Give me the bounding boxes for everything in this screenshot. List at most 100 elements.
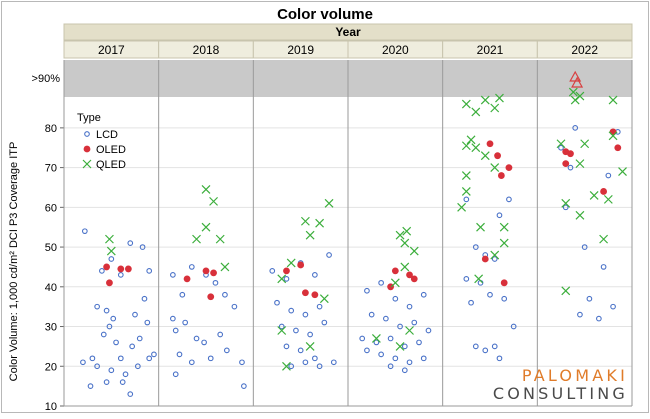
point-lcd-2019-69 — [302, 359, 309, 366]
point-lcd-2020-82 — [373, 339, 380, 346]
point-lcd-2022-114 — [562, 204, 569, 211]
point-lcd-2018-36 — [222, 291, 228, 298]
point-oled-2019-8 — [283, 267, 290, 275]
point-lcd-2017-9 — [103, 307, 110, 314]
point-lcd-2022-115 — [581, 244, 588, 250]
point-lcd-2019-64 — [283, 343, 290, 350]
point-lcd-2020-73 — [392, 295, 399, 302]
point-qled-2022-50 — [580, 139, 590, 149]
point-qled-2022-55 — [589, 190, 599, 200]
point-lcd-2017-1 — [108, 256, 115, 262]
point-qled-2022-57 — [575, 210, 585, 220]
point-qled-2022-48 — [608, 95, 618, 105]
point-qled-2022-51 — [608, 131, 618, 141]
point-lcd-2017-7 — [141, 295, 148, 302]
point-lcd-2021-108 — [496, 355, 503, 362]
point-qled-2021-32 — [466, 135, 476, 145]
point-qled-2019-14 — [319, 294, 329, 304]
point-lcd-2017-20 — [80, 359, 86, 366]
point-lcd-2019-66 — [312, 355, 318, 362]
point-lcd-2020-78 — [397, 323, 403, 330]
panel-header-label-2019: 2019 — [287, 43, 314, 57]
point-lcd-2018-37 — [231, 303, 238, 310]
point-oled-2018-6 — [210, 269, 217, 277]
point-lcd-2018-44 — [223, 347, 230, 354]
point-lcd-2022-116 — [600, 264, 607, 270]
point-lcd-2018-49 — [172, 371, 179, 378]
point-lcd-2022-110 — [558, 144, 564, 151]
point-lcd-2022-109 — [572, 125, 579, 131]
point-lcd-2017-29 — [119, 379, 126, 386]
point-lcd-2020-89 — [406, 359, 413, 366]
point-lcd-2021-96 — [472, 244, 479, 250]
point-oled-2021-20 — [481, 255, 489, 263]
point-lcd-2021-99 — [463, 276, 470, 282]
point-lcd-2017-12 — [100, 331, 107, 338]
y-tick-label-80: 80 — [45, 123, 57, 135]
point-lcd-2017-10 — [110, 315, 117, 322]
point-lcd-2017-30 — [127, 391, 134, 397]
point-qled-2021-36 — [490, 163, 500, 173]
point-qled-2022-46 — [575, 91, 585, 101]
panel-header-label-2021: 2021 — [477, 43, 504, 57]
legend-label-oled: OLED — [96, 144, 126, 156]
year-header-bar — [63, 23, 633, 41]
y-tick-label-60: 60 — [45, 202, 57, 214]
point-oled-2022-23 — [567, 150, 574, 158]
point-qled-2020-26 — [395, 341, 405, 351]
consulting-logo: PALOMAKI CONSULTING — [493, 368, 628, 402]
point-qled-2020-18 — [395, 230, 405, 240]
point-oled-2019-11 — [311, 291, 319, 299]
point-oled-2019-9 — [297, 261, 305, 269]
panel-header-label-2018: 2018 — [193, 43, 220, 57]
point-qled-2022-59 — [561, 286, 571, 296]
point-qled-2019-16 — [305, 341, 315, 351]
point-lcd-2018-46 — [188, 359, 195, 366]
point-lcd-2017-6 — [146, 268, 153, 274]
point-qled-2022-58 — [599, 234, 609, 244]
point-lcd-2019-62 — [307, 331, 313, 338]
point-oled-2019-10 — [302, 289, 309, 297]
point-qled-2019-15 — [277, 326, 287, 335]
point-lcd-2019-56 — [274, 299, 280, 306]
point-oled-2017-2 — [124, 265, 132, 273]
point-qled-2021-31 — [490, 103, 500, 113]
point-lcd-2020-91 — [387, 363, 394, 370]
point-oled-2020-14 — [410, 275, 418, 283]
point-lcd-2020-76 — [368, 311, 375, 318]
point-lcd-2019-55 — [326, 252, 332, 258]
point-qled-2022-54 — [561, 198, 571, 208]
point-qled-2021-30 — [471, 107, 481, 117]
point-lcd-2020-84 — [401, 343, 408, 350]
point-qled-2017-1 — [106, 246, 116, 256]
point-qled-2021-40 — [499, 222, 509, 232]
point-lcd-2017-11 — [106, 323, 113, 330]
point-lcd-2017-28 — [103, 379, 110, 386]
point-lcd-2020-72 — [378, 279, 384, 286]
chart-title: Color volume — [277, 6, 373, 23]
y-tick-label-70: 70 — [45, 163, 57, 175]
point-lcd-2019-65 — [297, 347, 304, 354]
panel-header-2022 — [536, 40, 633, 59]
point-qled-2018-6 — [215, 234, 225, 244]
point-qled-2021-39 — [457, 202, 467, 212]
point-lcd-2018-35 — [212, 279, 219, 286]
point-qled-2021-29 — [461, 99, 471, 109]
overflow-band-label: >90% — [32, 73, 61, 85]
y-axis-label: Color Volume: 1,000 cd/m² DCI P3 Coverag… — [8, 142, 20, 382]
point-qled-2021-28 — [495, 93, 504, 103]
point-lcd-2019-60 — [278, 323, 285, 330]
point-qled-2019-10 — [315, 218, 325, 228]
point-lcd-2022-117 — [586, 295, 593, 302]
point-oled-2017-0 — [103, 263, 110, 271]
point-lcd-2020-71 — [364, 287, 370, 294]
point-lcd-2018-33 — [188, 264, 195, 270]
logo-line-2: CONSULTING — [492, 384, 628, 403]
point-lcd-2019-70 — [316, 363, 323, 370]
point-qled-2019-17 — [282, 361, 291, 371]
point-lcd-2017-15 — [144, 319, 151, 326]
point-qled-2018-4 — [192, 234, 201, 244]
point-lcd-2021-107 — [482, 347, 489, 354]
